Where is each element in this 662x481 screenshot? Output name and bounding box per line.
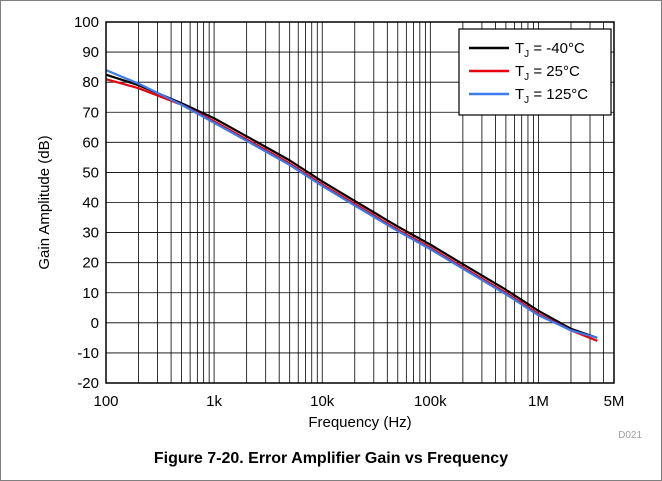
- y-tick-label: 60: [82, 134, 99, 151]
- legend: TJ = -40°C TJ = 25°C TJ = 125°C: [458, 28, 612, 116]
- y-tick-label: 70: [82, 104, 99, 121]
- y-tick-label: 10: [82, 285, 99, 302]
- series-line: [105, 73, 598, 339]
- y-tick-label: -10: [77, 345, 99, 362]
- y-tick-label: 20: [82, 255, 99, 272]
- figure-code: D021: [618, 430, 642, 441]
- x-tick-label: 5M: [604, 393, 625, 410]
- series-lines: [105, 69, 598, 342]
- x-tick-label: 1M: [528, 393, 549, 410]
- x-tick-label: 1k: [206, 393, 222, 410]
- y-tick-label: 100: [74, 14, 99, 31]
- legend-entry: TJ = 125°C: [515, 86, 588, 106]
- y-tick-label: -20: [77, 375, 99, 392]
- legend-entry: TJ = -40°C: [515, 40, 585, 60]
- y-tick-label: 90: [82, 44, 99, 61]
- x-tick-label: 10k: [310, 393, 335, 410]
- y-tick-label: 50: [82, 164, 99, 181]
- series-line: [105, 69, 598, 339]
- figure-caption: Figure 7-20. Error Amplifier Gain vs Fre…: [153, 450, 509, 467]
- x-tick-label: 100k: [414, 393, 447, 410]
- x-axis-title: Frequency (Hz): [308, 414, 411, 431]
- y-tick-label: 30: [82, 225, 99, 242]
- x-tick-labels: 100 1k 10k 100k 1M 5M: [93, 393, 624, 410]
- y-tick-labels: -20 -10 0 10 20 30 40 50 60 70 80 90 100: [74, 14, 99, 392]
- y-tick-label: 80: [82, 74, 99, 91]
- x-tick-label: 100: [93, 393, 118, 410]
- plot-frame: [105, 21, 615, 384]
- y-tick-label: 40: [82, 195, 99, 212]
- legend-entry: TJ = 25°C: [515, 63, 580, 83]
- y-axis-title: Gain Amplitude (dB): [36, 135, 53, 269]
- y-tick-label: 0: [91, 315, 99, 332]
